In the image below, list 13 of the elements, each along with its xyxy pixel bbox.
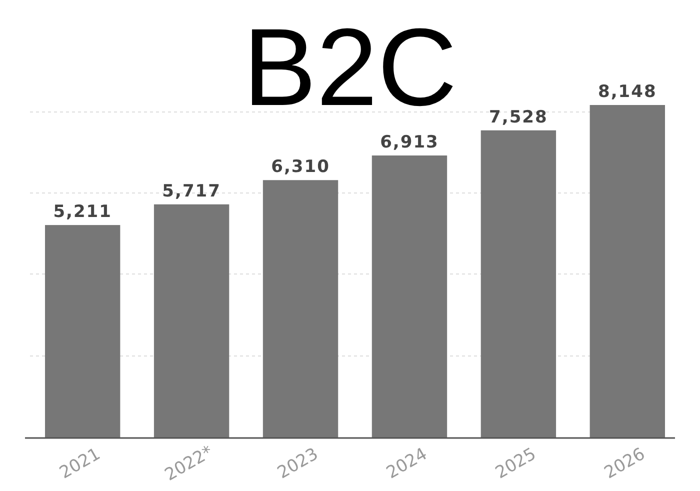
data-label: 7,528 [489, 107, 548, 128]
bar [590, 105, 665, 438]
bar [372, 155, 448, 438]
data-label: 6,913 [380, 132, 439, 152]
data-label: 5,211 [53, 202, 112, 222]
data-label: 5,717 [162, 181, 221, 202]
bar [45, 225, 120, 438]
bar [262, 180, 338, 438]
data-label: 6,310 [271, 157, 330, 178]
data-label: 8,148 [598, 82, 657, 102]
chart-title: B2C [243, 6, 457, 129]
bar [154, 204, 230, 438]
bar [480, 130, 556, 438]
